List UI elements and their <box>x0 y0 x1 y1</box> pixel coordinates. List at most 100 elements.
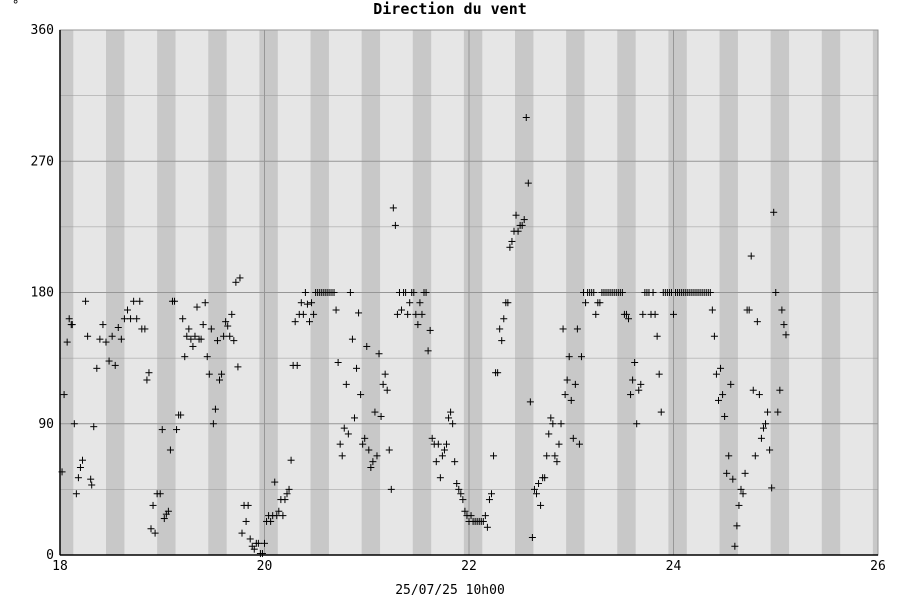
data-point <box>238 529 246 537</box>
data-point <box>379 380 387 388</box>
data-point <box>242 517 250 525</box>
data-point <box>547 414 555 422</box>
data-point <box>639 310 647 318</box>
data-point <box>275 507 283 515</box>
y-tick-label: 90 <box>38 417 54 432</box>
data-point <box>338 452 346 460</box>
x-tick-label: 20 <box>257 559 273 574</box>
data-point <box>727 380 735 388</box>
data-point <box>622 310 630 318</box>
data-point <box>759 424 767 432</box>
x-tick-label: 18 <box>52 559 68 574</box>
data-point <box>96 335 104 343</box>
data-point <box>426 326 434 334</box>
data-point <box>745 306 753 314</box>
data-point <box>287 456 295 464</box>
data-point <box>467 512 475 520</box>
data-point <box>528 534 536 541</box>
data-point <box>551 452 559 460</box>
data-point <box>655 370 663 378</box>
data-point <box>504 299 512 307</box>
data-point <box>481 512 489 520</box>
data-point <box>348 335 356 343</box>
data-point <box>402 289 410 296</box>
data-point <box>160 515 168 523</box>
data-point <box>93 364 101 372</box>
data-point <box>177 411 185 419</box>
data-point <box>410 289 418 296</box>
data-point <box>87 475 95 483</box>
data-point <box>357 391 365 399</box>
data-point <box>573 325 581 333</box>
data-point <box>371 408 379 416</box>
x-axis-label: 25/07/25 10h00 <box>395 583 505 598</box>
data-point <box>82 297 90 305</box>
data-point <box>108 332 116 340</box>
data-point <box>721 412 729 420</box>
data-point <box>340 424 348 432</box>
data-point <box>762 420 770 428</box>
data-point <box>232 278 240 286</box>
data-point <box>226 332 234 340</box>
data-point <box>412 310 420 318</box>
data-point <box>418 310 426 318</box>
data-point <box>211 405 219 413</box>
data-point <box>346 289 354 296</box>
data-point <box>250 545 258 553</box>
data-point <box>334 359 342 366</box>
data-point <box>244 501 252 509</box>
data-point <box>228 310 236 318</box>
data-point <box>99 321 107 329</box>
data-point <box>432 458 440 466</box>
data-point <box>305 318 313 326</box>
data-point <box>500 315 508 323</box>
data-point <box>213 337 221 345</box>
data-point <box>782 331 790 339</box>
data-point <box>725 452 733 460</box>
data-point <box>70 420 78 428</box>
data-point <box>234 363 242 371</box>
data-point <box>729 475 737 483</box>
data-point <box>406 299 414 307</box>
data-point <box>133 315 141 323</box>
data-point <box>74 474 82 482</box>
data-point <box>117 335 125 343</box>
data-point <box>710 332 718 340</box>
data-point <box>367 464 375 471</box>
data-point <box>63 338 71 346</box>
data-point <box>391 221 399 229</box>
data-point <box>714 396 722 404</box>
data-point <box>65 315 73 323</box>
data-point <box>273 512 281 520</box>
data-point <box>209 420 217 428</box>
data-point <box>72 490 80 498</box>
data-point <box>543 452 551 460</box>
data-point <box>518 221 526 229</box>
data-point <box>218 370 226 378</box>
data-point <box>498 337 506 345</box>
tick-labels: 0 90 180 270 360 18 20 22 24 26 <box>31 23 886 574</box>
data-point <box>451 458 459 466</box>
data-point <box>776 386 784 394</box>
data-point <box>171 297 179 305</box>
data-point <box>545 430 553 438</box>
data-point <box>490 452 498 460</box>
data-point <box>330 289 338 296</box>
data-point <box>373 452 381 460</box>
data-point <box>768 484 776 492</box>
data-point <box>508 237 516 245</box>
data-point <box>422 289 430 296</box>
data-point <box>120 315 128 323</box>
data-point <box>733 522 741 530</box>
data-point <box>582 299 590 307</box>
data-point <box>723 469 731 477</box>
data-point <box>185 325 193 333</box>
data-point <box>414 321 422 329</box>
x-tick-label: 22 <box>461 559 477 574</box>
data-point <box>428 434 436 442</box>
data-points <box>58 114 790 558</box>
data-point <box>387 485 395 493</box>
data-point <box>479 517 487 525</box>
data-point <box>181 353 189 361</box>
data-point <box>246 535 254 543</box>
